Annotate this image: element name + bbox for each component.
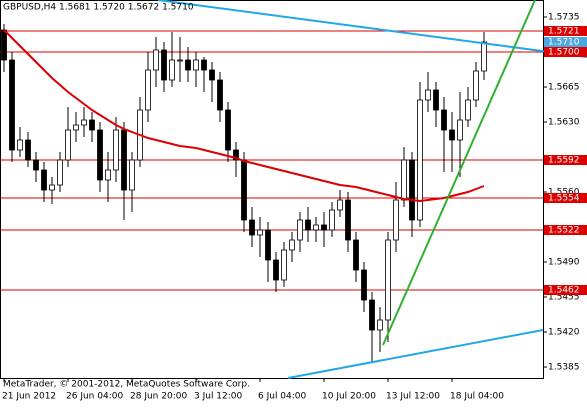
footer: MetaTrader, © 2001-2012, MetaQuotes Soft… [3, 380, 250, 390]
x-tick-label: 21 Jun 2012 [2, 392, 56, 402]
candle-body [377, 319, 383, 331]
candle-body [73, 124, 79, 131]
y-tick-label: 1.5665 [548, 83, 580, 93]
candle-body [305, 219, 311, 231]
x-tick-label: 13 Jul 12:00 [386, 392, 440, 402]
y-tick-label: 1.5560 [548, 188, 580, 198]
candle-body [225, 109, 231, 151]
candle-body [145, 69, 151, 111]
y-tick-label: 1.5455 [548, 293, 580, 303]
candle-body [105, 169, 111, 181]
candle-body [257, 229, 263, 236]
candle-body [65, 129, 71, 161]
candle-body [153, 49, 159, 71]
candle-body [9, 59, 15, 151]
candle-body [321, 224, 327, 231]
candle-body [185, 59, 191, 71]
candle-body [169, 59, 175, 81]
candle-body [49, 184, 55, 191]
level-label: 1.5700 [548, 48, 580, 58]
candle-body [353, 239, 359, 271]
price-label-box [544, 37, 587, 47]
candle-body [113, 129, 119, 171]
level-label-box [544, 225, 587, 235]
candle-body [313, 224, 319, 231]
candle-body [457, 119, 463, 141]
x-tick-label: 26 Jun 04:00 [66, 392, 123, 402]
candle-body [193, 59, 199, 71]
candle-body [201, 59, 207, 71]
candle-body [273, 259, 279, 281]
candle-body [57, 159, 63, 186]
candle-body [481, 41, 487, 72]
y-tick-label: 1.5735 [548, 13, 580, 23]
candle-body [209, 69, 215, 81]
candle-body [129, 159, 135, 191]
candle-body [289, 239, 295, 251]
trend-line [382, 0, 536, 346]
price-label: 1.5710 [548, 38, 580, 48]
candle-body [361, 269, 367, 301]
level-label: 1.5522 [548, 226, 580, 236]
candle-body [97, 129, 103, 181]
candle-body [329, 209, 335, 231]
y-tick-label: 1.5420 [548, 328, 580, 338]
candle-body [465, 99, 471, 121]
level-label: 1.5554 [548, 194, 580, 204]
candle-body [473, 70, 479, 101]
level-label: 1.5462 [548, 286, 580, 296]
chart-title: GBPUSD,H4 1.5681 1.5720 1.5672 1.5710 [3, 3, 194, 13]
candle-body [241, 159, 247, 221]
candle-body [265, 229, 271, 261]
candle-body [385, 239, 391, 321]
candle-body [369, 299, 375, 331]
candle-body [409, 159, 415, 221]
candle-body [393, 199, 399, 241]
candle-body [17, 139, 23, 151]
candle-body [449, 129, 455, 141]
candle-body [337, 199, 343, 211]
candle-body [41, 169, 47, 191]
level-label: 1.5721 [548, 27, 580, 37]
candle-body [249, 219, 255, 236]
candle-body [161, 49, 167, 81]
candle-body [297, 219, 303, 241]
candle-body [1, 29, 7, 61]
x-tick-label: 10 Jul 20:00 [322, 392, 376, 402]
candle-body [177, 59, 183, 62]
level-label-box [544, 285, 587, 295]
candle-body [281, 249, 287, 281]
level-label-box [544, 26, 587, 36]
y-tick-label: 1.5630 [548, 118, 580, 128]
candle-body [121, 129, 127, 191]
trend-line [287, 329, 544, 379]
level-label-box [544, 193, 587, 203]
candle-body [433, 89, 439, 111]
candle-body [417, 99, 423, 221]
candle-body [217, 79, 223, 111]
plot-area [0, 0, 544, 379]
level-label-box [544, 47, 587, 57]
candle-body [401, 159, 407, 201]
moving-average [3, 29, 485, 203]
candle-body [441, 109, 447, 131]
y-tick-label: 1.5385 [548, 363, 580, 373]
x-tick-label: 18 Jul 04:00 [450, 392, 504, 402]
candle-body [33, 159, 39, 171]
candle-body [89, 119, 95, 131]
y-tick-label: 1.5490 [548, 258, 580, 268]
x-tick-label: 3 Jul 12:00 [194, 392, 243, 402]
candle-body [425, 89, 431, 101]
level-label: 1.5592 [548, 156, 580, 166]
trend-line [157, 0, 587, 58]
candle-body [345, 199, 351, 241]
candle-body [233, 149, 239, 161]
candle-body [25, 139, 31, 161]
x-tick-label: 28 Jun 20:00 [130, 392, 187, 402]
level-label-box [544, 155, 587, 165]
candle-body [81, 119, 87, 126]
x-tick-label: 6 Jul 04:00 [258, 392, 307, 402]
